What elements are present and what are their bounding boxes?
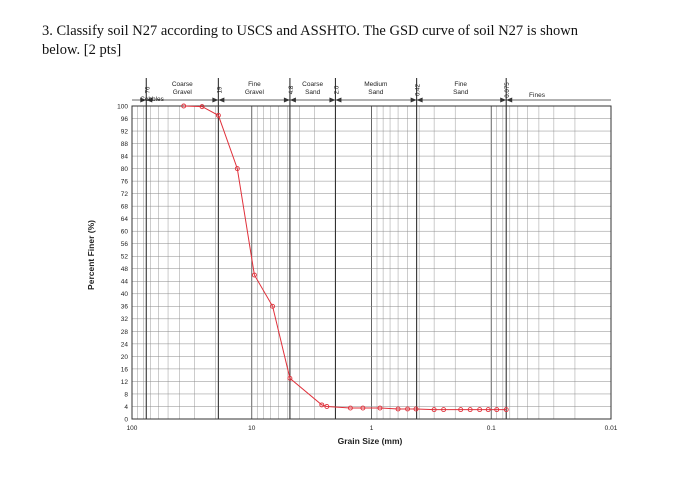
y-tick-label: 72 (121, 191, 129, 198)
y-tick-label: 96 (121, 116, 129, 123)
zone-label: Gravel (173, 89, 193, 96)
grid (132, 105, 612, 420)
y-tick-label: 84 (121, 153, 129, 160)
data-point (467, 407, 473, 413)
data-point (494, 407, 500, 413)
y-tick-label: 12 (121, 379, 129, 386)
y-tick-label: 68 (121, 204, 129, 211)
sieve-size-label: 0.075 (504, 82, 511, 98)
zone-label: Gravel (245, 89, 265, 96)
y-tick-label: 20 (121, 354, 129, 361)
zone-label: Coarse (302, 81, 323, 88)
data-point (405, 406, 410, 412)
data-point (441, 407, 447, 413)
zone-label: Coarse (172, 81, 193, 88)
soil-zones: 76 19 4.8 2.0 0.42 0.075CobblesCoarseGravelFi… (132, 78, 611, 419)
question-line-1: 3. Classify soil N27 according to USCS a… (42, 23, 578, 39)
axes: 0481216202428323640444852566064687276808… (117, 103, 618, 432)
data-point (215, 112, 221, 118)
zone-label: Fines (529, 92, 546, 99)
data-point (270, 303, 276, 309)
y-tick-label: 0 (124, 416, 128, 423)
y-tick-label: 80 (121, 166, 129, 173)
data-point (181, 103, 187, 109)
zone-label: Sand (305, 89, 321, 96)
y-tick-label: 48 (121, 266, 129, 273)
data-point (395, 406, 401, 412)
y-tick-label: 24 (121, 341, 129, 348)
data-point (234, 166, 240, 172)
data-point (199, 104, 205, 110)
y-tick-label: 36 (121, 304, 129, 311)
x-tick-label: 1 (370, 425, 374, 432)
plot-frame (131, 105, 612, 420)
x-tick-label: 0.1 (487, 425, 496, 432)
sieve-size-label: 19 (216, 86, 223, 93)
y-tick-label: 76 (121, 179, 129, 186)
y-tick-label: 16 (121, 366, 129, 373)
zone-label: Fine (248, 81, 261, 88)
zone-arrow-head (218, 97, 225, 103)
zone-label: Sand (453, 89, 469, 96)
question-text: 3. Classify soil N27 according to USCS a… (42, 22, 682, 60)
y-tick-label: 40 (121, 291, 129, 298)
zone-label: Cobbles (140, 96, 165, 103)
data-point (431, 407, 437, 413)
series (181, 103, 509, 413)
sieve-size-label: 4.8 (288, 85, 295, 94)
sieve-size-label: 2.0 (333, 85, 340, 94)
data-point (413, 406, 419, 412)
zone-arrow-head (140, 97, 147, 103)
y-tick-label: 28 (121, 329, 129, 336)
y-tick-label: 100 (117, 103, 128, 110)
y-tick-label: 88 (121, 141, 129, 148)
data-point (319, 402, 325, 408)
data-point (477, 407, 483, 413)
zone-arrow-head (410, 97, 417, 103)
y-tick-label: 8 (124, 391, 128, 398)
zone-label: Medium (364, 81, 387, 88)
zone-label: Sand (368, 89, 384, 96)
sieve-size-label: 0.42 (415, 83, 422, 96)
data-point (360, 405, 366, 411)
y-tick-label: 4 (124, 404, 128, 411)
zone-arrow-head (335, 97, 342, 103)
zone-arrow-head (500, 97, 507, 103)
series-line (183, 105, 507, 411)
data-point (324, 404, 330, 409)
x-tick-label: 100 (127, 425, 138, 432)
zone-arrow-head (506, 97, 513, 103)
zone-arrow-head (416, 97, 423, 103)
zone-label: Fine (454, 81, 467, 88)
data-point (251, 272, 257, 278)
y-tick-label: 44 (121, 279, 129, 286)
y-tick-label: 64 (121, 216, 129, 223)
data-point (287, 375, 293, 381)
zone-arrow-head (283, 97, 290, 103)
data-point (503, 407, 509, 413)
zone-arrow-head (212, 97, 219, 103)
y-axis-label: Percent Finer (%) (86, 220, 96, 290)
y-tick-label: 52 (121, 254, 129, 261)
x-tick-label: 10 (248, 425, 256, 432)
data-point (377, 405, 383, 411)
y-tick-label: 60 (121, 229, 129, 236)
y-tick-label: 32 (121, 316, 129, 323)
question-line-2: below. [2 pts] (42, 42, 122, 58)
data-point (347, 405, 353, 411)
data-point (458, 407, 464, 413)
y-tick-label: 56 (121, 241, 129, 248)
sieve-size-label: 76 (144, 86, 151, 93)
y-tick-label: 92 (121, 128, 129, 135)
zone-arrow-head (289, 97, 296, 103)
x-tick-label: 0.01 (605, 425, 618, 432)
x-axis-label: Grain Size (mm) (338, 436, 403, 446)
zone-arrow-head (146, 97, 153, 103)
data-point (485, 407, 491, 413)
zone-arrow-head (329, 97, 336, 103)
